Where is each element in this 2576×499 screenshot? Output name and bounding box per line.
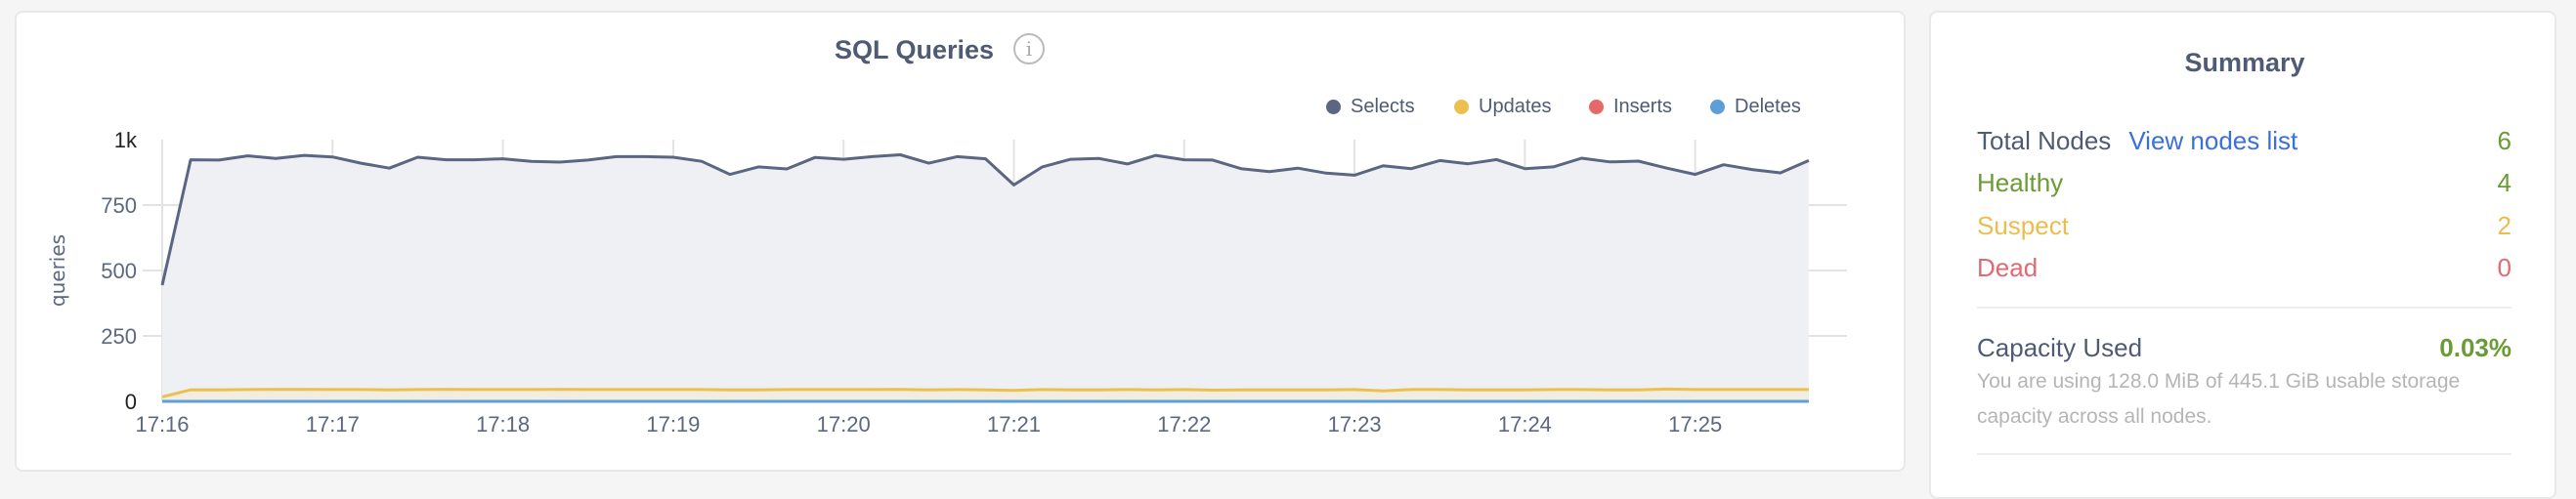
- suspect-row: Suspect 2: [1977, 211, 2512, 241]
- legend-item-selects[interactable]: Selects: [1326, 96, 1415, 118]
- x-tick-label: 17:16: [135, 412, 189, 437]
- divider: [1977, 453, 2512, 455]
- x-tick-label: 17:23: [1328, 412, 1382, 437]
- divider: [1977, 307, 2512, 309]
- x-tick-label: 17:17: [306, 412, 360, 437]
- x-tick-label: 17:22: [1157, 412, 1211, 437]
- y-axis-label: queries: [46, 234, 69, 307]
- summary-card: Summary Total Nodes View nodes list 6 Hea…: [1929, 11, 2556, 499]
- series-line-selects: [160, 153, 1810, 286]
- chart-title: SQL Queries: [835, 35, 995, 64]
- dead-row: Dead 0: [1977, 253, 2512, 283]
- x-tick-label: 17:18: [476, 412, 530, 437]
- series-line-updates: [161, 387, 1809, 398]
- total-nodes-label: Total Nodes: [1977, 126, 2112, 155]
- x-tick-label: 17:25: [1668, 412, 1722, 437]
- x-tick-label: 17:21: [987, 412, 1041, 437]
- healthy-label: Healthy: [1977, 168, 2064, 197]
- x-tick-label: 17:19: [646, 412, 700, 437]
- healthy-value: 4: [2497, 168, 2512, 197]
- legend-label: Selects: [1351, 96, 1415, 117]
- series-area-selects: [162, 154, 1809, 401]
- view-nodes-list-link[interactable]: View nodes list: [2128, 126, 2298, 155]
- total-nodes-row: Total Nodes View nodes list 6: [1977, 126, 2512, 156]
- summary-title: Summary: [2184, 48, 2305, 77]
- y-tick-label: 500: [101, 259, 137, 283]
- capacity-description: You are using 128.0 MiB of 445.1 GiB usa…: [1977, 370, 2461, 428]
- capacity-value: 0.03%: [2439, 333, 2512, 362]
- y-tick-label: 1k: [114, 128, 138, 152]
- capacity-label: Capacity Used: [1977, 333, 2143, 362]
- updates-dot-icon: [1454, 100, 1469, 114]
- legend-item-deletes[interactable]: Deletes: [1710, 96, 1801, 118]
- total-nodes-value: 6: [2497, 126, 2512, 155]
- y-tick-label: 250: [101, 324, 137, 349]
- info-icon[interactable]: i: [1013, 33, 1045, 64]
- legend-label: Inserts: [1613, 96, 1673, 117]
- x-tick-label: 17:20: [817, 412, 871, 437]
- x-tick-label: 17:24: [1498, 412, 1552, 437]
- healthy-row: Healthy 4: [1977, 168, 2512, 198]
- series-area-updates: [162, 389, 1809, 401]
- suspect-label: Suspect: [1977, 211, 2069, 240]
- dead-label: Dead: [1977, 253, 2039, 282]
- legend-item-updates[interactable]: Updates: [1454, 96, 1552, 118]
- suspect-value: 2: [2497, 211, 2512, 240]
- deletes-dot-icon: [1710, 100, 1725, 114]
- legend-label: Deletes: [1735, 96, 1801, 117]
- selects-dot-icon: [1326, 100, 1341, 114]
- legend-item-inserts[interactable]: Inserts: [1589, 96, 1672, 118]
- dead-value: 0: [2497, 253, 2512, 282]
- inserts-dot-icon: [1589, 100, 1604, 114]
- capacity-row: Capacity Used 0.03%: [1977, 333, 2512, 363]
- sql-queries-chart: 0 250 500 750 1k 17:16 17:17 17:18 17:19 17:20 17:…: [46, 128, 1847, 437]
- legend-label: Updates: [1479, 96, 1552, 117]
- y-tick-label: 750: [101, 193, 137, 218]
- y-tick-label: 0: [125, 390, 137, 414]
